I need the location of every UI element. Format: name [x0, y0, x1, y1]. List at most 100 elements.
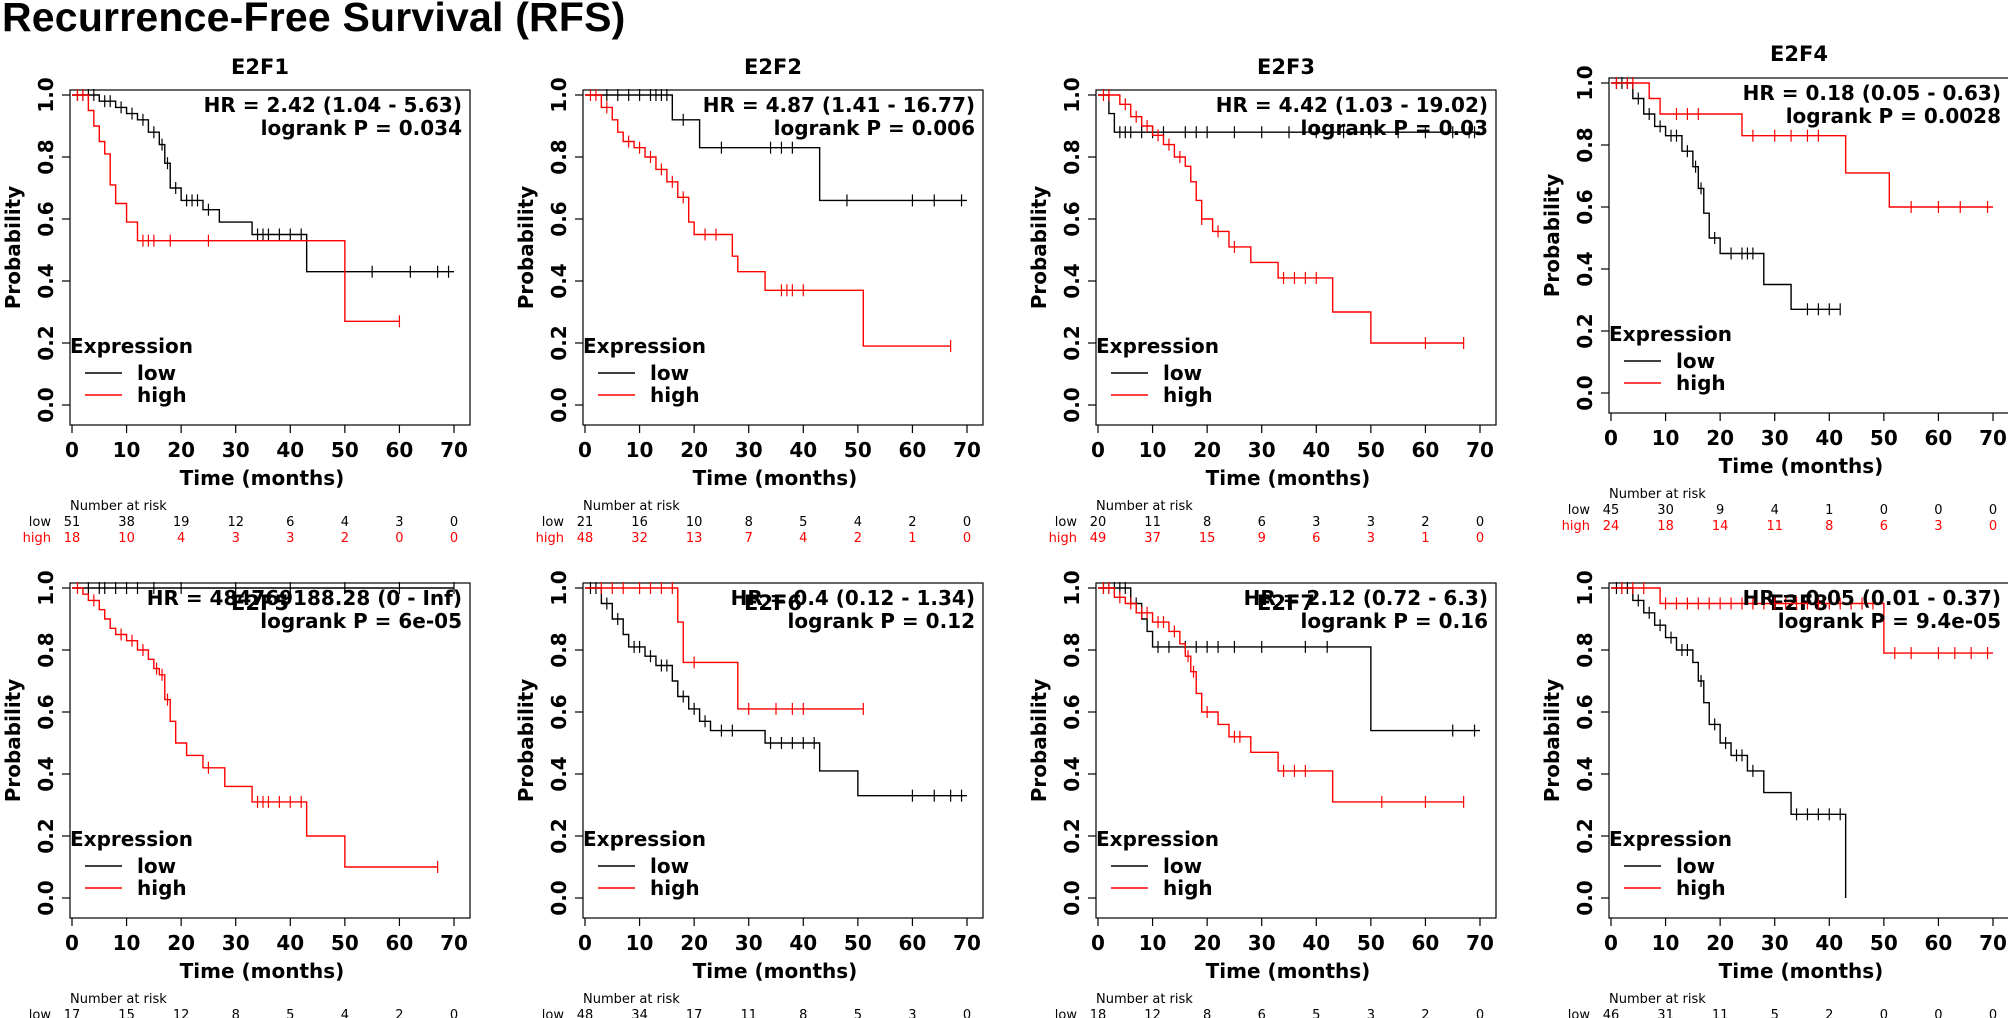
legend-label-high: high — [1163, 383, 1213, 407]
risk-count-low: 31 — [1657, 1008, 1674, 1018]
risk-count-low: 12 — [173, 1008, 190, 1018]
risk-count-low: 3 — [1367, 515, 1375, 530]
y-tick-label: 0.6 — [547, 694, 571, 729]
panel-title: E2F4 — [1770, 42, 1828, 66]
x-tick-label: 10 — [1652, 931, 1680, 955]
y-tick-label: 1.0 — [547, 77, 571, 112]
risk-count-low: 11 — [740, 1008, 757, 1018]
hazard-ratio-text: HR = 0.4 (0.12 - 1.34) — [731, 586, 975, 610]
y-tick-label: 0.8 — [1060, 139, 1084, 174]
x-tick-label: 10 — [1139, 931, 1167, 955]
legend-label-low: low — [650, 854, 689, 878]
km-curve-high — [1098, 94, 1464, 344]
panel-title: E2F6 — [744, 591, 802, 615]
y-tick-label: 0.8 — [547, 632, 571, 667]
legend-label-high: high — [650, 876, 700, 900]
risk-row-label-high: high — [23, 531, 51, 546]
risk-count-low: 5 — [854, 1008, 862, 1018]
y-tick-label: 1.0 — [1573, 65, 1597, 100]
x-tick-label: 60 — [386, 438, 414, 462]
risk-count-low: 6 — [1258, 1008, 1266, 1018]
y-tick-label: 1.0 — [1060, 570, 1084, 605]
y-tick-label: 0.2 — [34, 325, 58, 360]
x-axis-label: Time (months) — [1719, 454, 1884, 478]
x-tick-label: 50 — [844, 931, 872, 955]
risk-table-title: Number at risk — [583, 992, 680, 1007]
y-tick-label: 0.2 — [1060, 325, 1084, 360]
plot-frame — [69, 89, 471, 426]
x-tick-label: 0 — [65, 438, 79, 462]
x-tick-label: 60 — [899, 438, 927, 462]
x-tick-label: 0 — [1091, 931, 1105, 955]
plot-frame — [1608, 582, 2008, 919]
risk-count-high: 48 — [577, 531, 594, 546]
y-tick-label: 1.0 — [547, 570, 571, 605]
panel-title: E2F7 — [1257, 591, 1315, 615]
legend-label-low: low — [137, 361, 176, 385]
legend-label-high: high — [137, 876, 187, 900]
legend-title: Expression — [583, 827, 706, 851]
x-tick-label: 60 — [1412, 931, 1440, 955]
plot-frame — [1608, 77, 2008, 414]
legend-label-high: high — [650, 383, 700, 407]
y-tick-label: 0.6 — [1573, 189, 1597, 224]
y-tick-label: 0.8 — [34, 139, 58, 174]
legend-title: Expression — [1609, 827, 1732, 851]
risk-row-label-low: low — [542, 1008, 565, 1018]
panel-title: E2F5 — [231, 591, 289, 615]
y-axis-label: Probability — [1, 186, 25, 310]
x-tick-label: 20 — [167, 438, 195, 462]
y-tick-label: 0.2 — [34, 818, 58, 853]
y-tick-label: 0.6 — [34, 201, 58, 236]
y-tick-label: 1.0 — [34, 570, 58, 605]
risk-count-low: 11 — [1712, 1008, 1729, 1018]
risk-count-high: 7 — [745, 531, 753, 546]
x-tick-label: 30 — [735, 438, 763, 462]
km-curve-low — [585, 587, 967, 797]
y-axis-label: Probability — [1027, 186, 1051, 310]
risk-table-title: Number at risk — [583, 499, 680, 514]
y-tick-label: 0.8 — [547, 139, 571, 174]
risk-table-title: Number at risk — [1609, 487, 1706, 502]
y-axis-label: Probability — [1540, 174, 1564, 298]
legend-label-low: low — [137, 854, 176, 878]
x-tick-label: 60 — [1412, 438, 1440, 462]
risk-count-low: 2 — [1421, 1008, 1429, 1018]
x-tick-label: 30 — [735, 931, 763, 955]
km-curve-low — [585, 94, 967, 202]
panel-title: E2F3 — [1257, 55, 1315, 79]
risk-count-high: 0 — [963, 531, 971, 546]
risk-count-low: 10 — [686, 515, 703, 530]
y-tick-label: 0.8 — [1573, 127, 1597, 162]
risk-count-low: 4 — [854, 515, 862, 530]
x-tick-label: 10 — [626, 931, 654, 955]
legend-label-low: low — [1163, 361, 1202, 385]
risk-table-title: Number at risk — [70, 992, 167, 1007]
risk-count-high: 24 — [1603, 519, 1620, 534]
y-tick-label: 0.4 — [1573, 756, 1597, 791]
risk-count-low: 38 — [118, 515, 135, 530]
y-axis-label: Probability — [1, 679, 25, 803]
logrank-p-text: logrank P = 0.12 — [788, 609, 975, 633]
x-tick-label: 0 — [1604, 931, 1618, 955]
x-tick-label: 0 — [65, 931, 79, 955]
x-axis-label: Time (months) — [1206, 959, 1371, 983]
risk-count-high: 4 — [799, 531, 807, 546]
y-tick-label: 0.2 — [1573, 818, 1597, 853]
risk-count-low: 5 — [799, 515, 807, 530]
risk-count-high: 2 — [854, 531, 862, 546]
x-tick-label: 70 — [953, 931, 981, 955]
risk-count-low: 0 — [450, 1008, 458, 1018]
y-tick-label: 0.4 — [34, 263, 58, 298]
x-tick-label: 40 — [1815, 426, 1843, 450]
risk-count-high: 2 — [341, 531, 349, 546]
panel-title: E2F2 — [744, 55, 802, 79]
risk-count-low: 17 — [64, 1008, 81, 1018]
logrank-p-text: logrank P = 0.006 — [774, 116, 975, 140]
legend-label-high: high — [1676, 876, 1726, 900]
x-tick-label: 60 — [899, 931, 927, 955]
